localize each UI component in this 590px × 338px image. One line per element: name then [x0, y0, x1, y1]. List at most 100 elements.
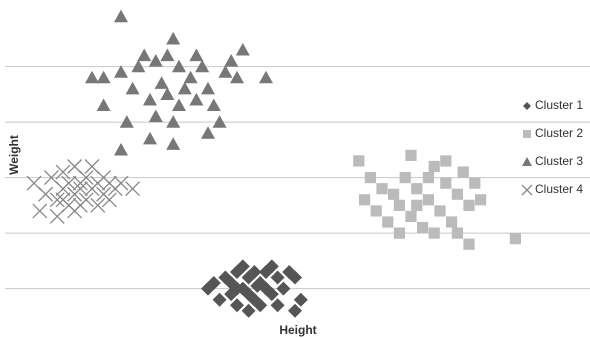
point — [212, 115, 227, 128]
point — [259, 70, 273, 84]
point — [353, 155, 365, 167]
legend-label: Cluster 2 — [535, 126, 583, 140]
point — [428, 160, 440, 173]
point — [230, 298, 244, 313]
point — [201, 126, 215, 139]
point — [440, 155, 452, 167]
point — [160, 87, 175, 100]
legend-label: Cluster 3 — [535, 154, 583, 168]
point — [189, 92, 204, 106]
point — [96, 98, 111, 112]
point — [114, 9, 128, 23]
point — [218, 65, 233, 78]
point — [422, 194, 434, 206]
legend-label: Cluster 1 — [535, 98, 583, 112]
point — [172, 98, 186, 112]
point — [388, 188, 400, 200]
point — [137, 48, 152, 62]
point — [183, 70, 198, 84]
point — [428, 227, 440, 239]
point — [253, 298, 268, 313]
point — [440, 177, 452, 189]
point — [195, 59, 210, 73]
point — [411, 183, 423, 195]
point — [125, 181, 141, 197]
point — [399, 172, 411, 184]
point — [148, 54, 163, 67]
point — [393, 227, 405, 239]
x-axis-label: Height — [279, 323, 316, 337]
point — [96, 70, 111, 84]
legend-marker — [521, 184, 533, 196]
point — [32, 203, 48, 219]
point — [359, 194, 371, 206]
point — [434, 205, 446, 217]
point — [230, 70, 244, 84]
point — [84, 159, 100, 174]
point — [114, 65, 128, 78]
point — [49, 208, 65, 224]
point — [463, 238, 475, 250]
point — [101, 192, 117, 208]
point — [382, 216, 394, 228]
point — [55, 192, 71, 208]
y-axis-label: Weight — [7, 135, 21, 175]
point — [446, 216, 458, 228]
point — [201, 81, 215, 95]
point — [276, 281, 291, 296]
point — [131, 59, 146, 73]
point — [264, 259, 279, 274]
point — [364, 172, 376, 184]
point — [451, 188, 463, 200]
point — [154, 76, 169, 89]
point — [38, 186, 54, 202]
point — [143, 131, 157, 145]
point — [463, 199, 475, 211]
point — [101, 175, 117, 191]
point — [475, 194, 487, 206]
point — [55, 164, 71, 180]
point — [72, 175, 88, 191]
point — [172, 59, 186, 73]
point — [411, 199, 423, 211]
legend-marker — [523, 130, 531, 138]
point — [125, 81, 140, 95]
point — [422, 172, 434, 184]
point — [451, 227, 463, 239]
point — [119, 115, 134, 128]
legend-label: Cluster 4 — [535, 182, 583, 196]
point — [376, 183, 388, 195]
point — [61, 175, 77, 191]
point — [405, 210, 417, 223]
point — [201, 281, 215, 296]
point — [509, 233, 521, 245]
point — [206, 98, 221, 112]
point — [160, 48, 175, 62]
point — [405, 149, 417, 161]
point — [72, 181, 88, 197]
point — [241, 287, 256, 302]
point — [166, 115, 181, 128]
point — [457, 166, 469, 178]
point — [270, 298, 285, 313]
point — [230, 281, 244, 296]
legend-marker — [522, 157, 532, 166]
point — [293, 292, 308, 307]
point — [393, 199, 405, 211]
point — [241, 303, 256, 318]
point — [469, 177, 481, 189]
point — [224, 54, 239, 67]
point — [49, 192, 65, 208]
point — [288, 303, 302, 318]
point — [370, 205, 382, 217]
point — [114, 142, 128, 156]
point — [166, 137, 181, 150]
point — [148, 109, 163, 123]
point — [143, 92, 157, 106]
point — [270, 270, 285, 285]
point — [85, 70, 99, 84]
point — [250, 278, 265, 293]
point — [166, 31, 181, 45]
point — [247, 264, 262, 279]
